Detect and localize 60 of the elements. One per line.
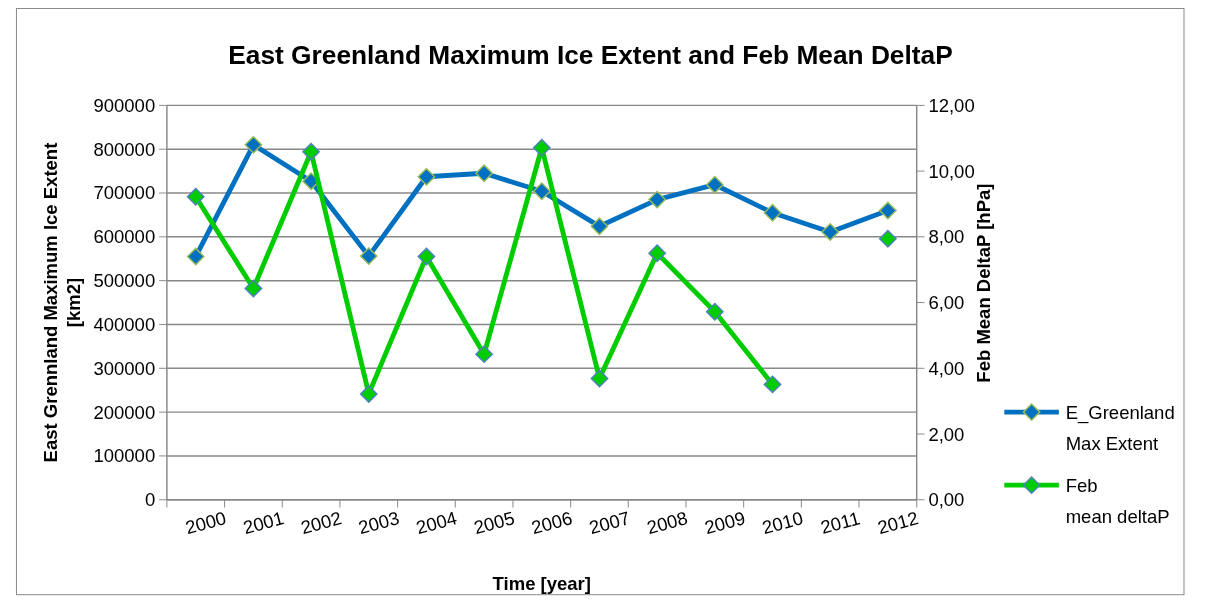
point	[186, 187, 205, 206]
y2-tick-label: 8,00	[928, 226, 965, 248]
y2-tick-label: 2,00	[928, 423, 965, 445]
x-tick-label: 2003	[356, 507, 402, 539]
point	[590, 217, 609, 236]
x-tick-label: 2011	[818, 507, 863, 538]
point	[878, 229, 897, 248]
point	[878, 201, 897, 220]
y2-tick-label: 6,00	[928, 292, 965, 314]
point	[475, 164, 494, 183]
point	[417, 167, 436, 186]
y-tick-label: 600000	[93, 226, 156, 248]
y2-tick-label: 0,00	[928, 489, 965, 511]
y2-tick-label: 10,00	[928, 160, 975, 182]
legend-label: Feb mean deltaP	[1065, 474, 1170, 527]
y-tick-label: 700000	[93, 182, 156, 204]
chart-title: East Greenland Maximum Ice Extent and Feb Mean DeltaP	[228, 40, 953, 71]
x-tick-label: 2008	[644, 507, 690, 539]
y2-tick-label: 12,00	[928, 94, 975, 116]
x-tick-label: 2010	[759, 507, 806, 539]
point	[648, 244, 667, 263]
x-axis-title: Time [year]	[492, 573, 591, 595]
y-tick-label: 300000	[93, 357, 156, 379]
x-tick-label: 2012	[875, 507, 921, 539]
point	[590, 369, 609, 388]
y-tick-label: 200000	[93, 401, 156, 423]
point	[763, 375, 782, 394]
point	[763, 203, 782, 222]
x-tick-label: 2001	[240, 507, 287, 539]
point	[532, 138, 551, 157]
point	[705, 302, 724, 321]
x-tick-label: 2005	[471, 507, 517, 539]
y-tick-label: 500000	[93, 270, 156, 292]
point	[244, 135, 263, 154]
point	[244, 279, 263, 298]
x-tick-label: 2002	[298, 507, 344, 539]
point	[532, 182, 551, 201]
x-tick-label: 2009	[702, 507, 748, 539]
point	[186, 247, 205, 266]
point	[648, 190, 667, 209]
x-tick-label: 2004	[413, 507, 460, 539]
point	[359, 247, 378, 266]
y-axis-title: East Grennland Maximum Ice Extent [km2]	[39, 142, 85, 463]
y-tick-label: 0	[144, 489, 156, 511]
point	[705, 175, 724, 194]
point	[475, 345, 494, 364]
point	[821, 223, 840, 241]
y-tick-label: 900000	[93, 94, 156, 116]
y-tick-label: 100000	[93, 445, 156, 467]
y-tick-label: 400000	[93, 313, 156, 335]
y2-tick-label: 4,00	[928, 357, 965, 379]
legend-label: E_Greenland Max Extent	[1065, 401, 1175, 454]
x-tick-label: 2007	[586, 507, 633, 539]
point	[359, 385, 378, 403]
point	[417, 247, 436, 266]
x-tick-label: 2006	[529, 507, 575, 539]
y2-axis-title: Feb Mean DeltaP [hPa]	[972, 183, 994, 383]
y-tick-label: 800000	[93, 138, 156, 160]
point	[302, 142, 320, 161]
x-tick-label: 2000	[183, 507, 229, 539]
